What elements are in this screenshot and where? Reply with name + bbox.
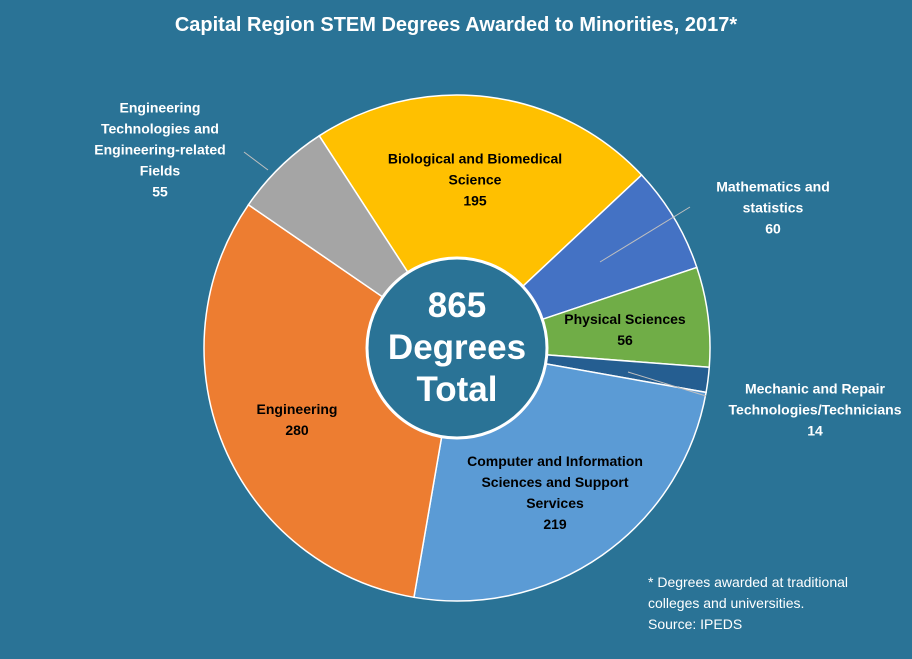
slice-label: Engineering Technologies and Engineering… xyxy=(75,98,245,203)
category-label: Mathematics and statistics xyxy=(716,178,830,216)
slice-label: Engineering 280 xyxy=(232,399,362,441)
value-label: 56 xyxy=(617,332,633,348)
slice-label: Computer and Information Sciences and Su… xyxy=(460,451,650,535)
slice xyxy=(203,203,458,599)
slice xyxy=(318,94,643,350)
slice-label: Physical Sciences 56 xyxy=(550,309,700,351)
chart-title: Capital Region STEM Degrees Awarded to M… xyxy=(174,14,738,36)
value-label: 219 xyxy=(543,516,567,532)
value-label: 60 xyxy=(765,220,781,237)
leader-line xyxy=(627,371,707,397)
category-label: Biological and Biomedical Science xyxy=(387,150,563,188)
category-label: Computer and Information Sciences and Su… xyxy=(467,453,643,511)
note-line: Source: IPEDS xyxy=(648,616,743,632)
center-label: 865 Degrees Total xyxy=(387,286,527,409)
slice-label: Mechanic and Repair Technologies/Technic… xyxy=(725,379,905,442)
leader-line xyxy=(243,151,269,171)
category-label: Physical Sciences xyxy=(564,311,686,327)
center-circle xyxy=(365,256,549,440)
category-label: Mechanic and Repair Technologies/Technic… xyxy=(728,380,902,418)
category-label: Engineering Technologies and Engineering… xyxy=(94,99,226,179)
value-label: 195 xyxy=(463,192,487,209)
slice-label: Mathematics and statistics 60 xyxy=(693,177,853,240)
category-label: Engineering xyxy=(256,401,338,417)
note-line: * Degrees awarded at traditional xyxy=(648,574,849,590)
value-label: 55 xyxy=(152,183,168,200)
slice-label: Biological and Biomedical Science 195 xyxy=(385,149,565,212)
footnote: * Degrees awarded at traditional college… xyxy=(648,572,848,635)
value-label: 14 xyxy=(807,422,823,439)
leader-line xyxy=(599,206,691,263)
value-label: 280 xyxy=(285,422,309,438)
note-line: colleges and universities. xyxy=(648,595,805,611)
